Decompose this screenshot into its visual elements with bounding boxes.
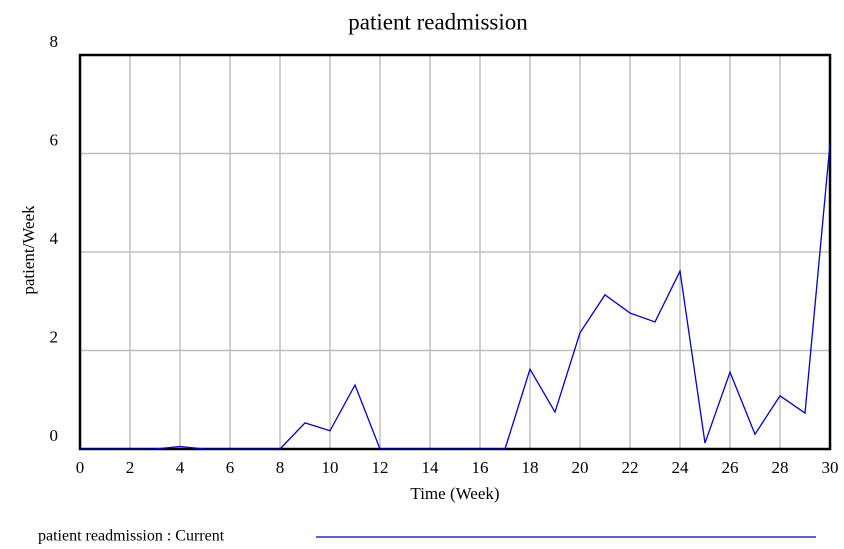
x-axis-label: Time (Week) xyxy=(410,484,499,503)
chart-title: patient readmission xyxy=(348,9,528,34)
x-tick-label: 14 xyxy=(422,458,440,477)
x-tick-label: 20 xyxy=(572,458,589,477)
x-tick-label: 24 xyxy=(672,458,690,477)
x-tick-label: 8 xyxy=(276,458,285,477)
y-tick-label: 6 xyxy=(50,130,59,149)
x-tick-label: 2 xyxy=(126,458,135,477)
x-tick-label: 16 xyxy=(472,458,489,477)
y-tick-label: 8 xyxy=(50,32,59,51)
x-tick-label: 30 xyxy=(822,458,839,477)
x-tick-label: 28 xyxy=(772,458,789,477)
x-tick-label: 18 xyxy=(522,458,539,477)
x-tick-label: 26 xyxy=(722,458,739,477)
x-tick-label: 10 xyxy=(322,458,339,477)
x-tick-label: 6 xyxy=(226,458,235,477)
y-tick-label: 4 xyxy=(50,229,59,248)
y-tick-label: 2 xyxy=(50,327,59,346)
line-series xyxy=(80,143,831,450)
legend-label: patient readmission : Current xyxy=(38,528,225,545)
y-tick-label: 0 xyxy=(50,426,59,445)
x-tick-label: 12 xyxy=(372,458,389,477)
x-tick-label: 0 xyxy=(76,458,85,477)
x-tick-label: 4 xyxy=(176,458,185,477)
x-tick-label: 22 xyxy=(622,458,639,477)
y-axis-label: patient/Week xyxy=(19,205,38,295)
